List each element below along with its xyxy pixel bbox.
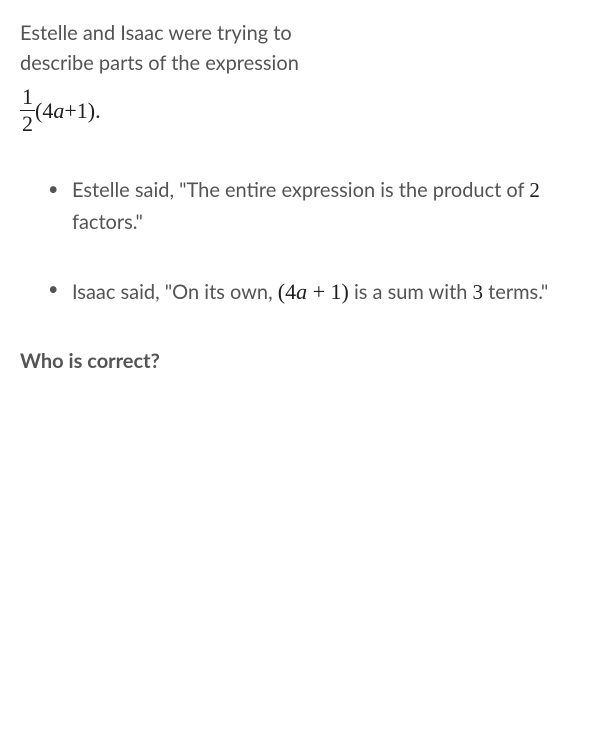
intro-line1: Estelle and Isaac were trying to: [20, 21, 292, 45]
isaac-pre: Isaac said, "On its own,: [72, 280, 278, 304]
main-expression: 1 2 (4a + 1).: [20, 86, 594, 135]
fraction: 1 2: [20, 86, 35, 135]
fraction-denominator: 2: [20, 113, 35, 135]
expr-plus: +: [307, 279, 330, 304]
question-text: Who is correct?: [20, 346, 594, 376]
const: 1: [77, 94, 88, 127]
expr-close: ): [342, 279, 349, 304]
isaac-expr: (4a + 1): [278, 279, 349, 304]
estelle-post: factors.": [72, 210, 143, 234]
coef: 4: [42, 94, 53, 127]
list-item: Estelle said, "The entire expression is …: [48, 175, 594, 237]
isaac-num: 3: [473, 280, 484, 304]
paren-close: ): [88, 94, 95, 127]
expr-var: a: [296, 279, 307, 304]
paren-open: (: [35, 94, 42, 127]
intro-text: Estelle and Isaac were trying to describ…: [20, 18, 594, 78]
intro-line2: describe parts of the expression: [20, 51, 299, 75]
fraction-numerator: 1: [20, 86, 35, 108]
statements-list: Estelle said, "The entire expression is …: [20, 175, 594, 308]
isaac-post: terms.": [483, 280, 548, 304]
expr-const: 1: [331, 279, 342, 304]
plus: +: [64, 94, 76, 127]
expr-coef: 4: [285, 279, 296, 304]
isaac-mid: is a sum with: [349, 280, 473, 304]
estelle-num: 2: [529, 178, 540, 202]
period: .: [95, 94, 101, 127]
estelle-pre: Estelle said, "The entire expression is …: [72, 178, 529, 202]
list-item: Isaac said, "On its own, (4a + 1) is a s…: [48, 275, 594, 309]
variable-a: a: [53, 94, 64, 127]
expr-open: (: [278, 279, 285, 304]
